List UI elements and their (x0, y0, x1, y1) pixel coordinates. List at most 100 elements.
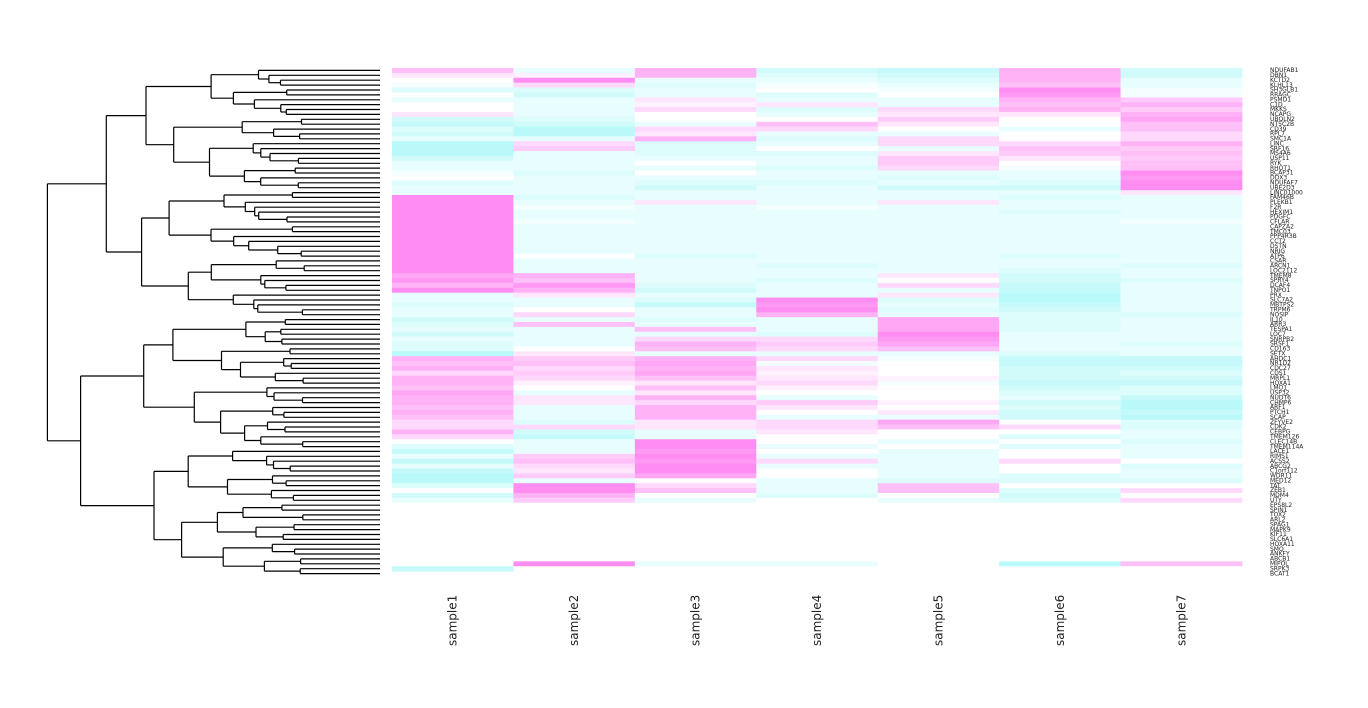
heatmap-cell (513, 107, 636, 113)
heatmap-cell (634, 214, 757, 220)
heatmap-cell (999, 87, 1121, 93)
heatmap-cell (392, 556, 514, 562)
heatmap-cell (999, 331, 1121, 338)
heatmap-cell (634, 546, 757, 552)
heatmap-cell (634, 219, 757, 225)
gene-label: TAT (1269, 482, 1281, 489)
heatmap-cell (999, 322, 1121, 328)
heatmap-cell (634, 502, 757, 509)
heatmap-cell (877, 97, 1000, 103)
heatmap-cell (999, 351, 1121, 357)
gene-label: TRPM6 (1269, 307, 1291, 314)
heatmap-cell (999, 356, 1121, 362)
gene-label: PSMD1 (1270, 96, 1291, 103)
heatmap-cell (756, 136, 879, 142)
heatmap-cell (634, 463, 757, 469)
heatmap-cell (999, 405, 1121, 411)
heatmap-cell (756, 566, 879, 572)
heatmap-cell (392, 141, 514, 147)
heatmap-cell (513, 449, 636, 455)
heatmap-cell (513, 444, 636, 450)
heatmap-cell (513, 365, 636, 372)
heatmap-cell (513, 97, 636, 103)
heatmap-cell (392, 326, 514, 333)
heatmap-cell (999, 375, 1121, 382)
heatmap-cell (1120, 483, 1243, 489)
heatmap-cell (392, 536, 514, 543)
heatmap-cell (392, 414, 514, 421)
heatmap-cell (756, 190, 879, 196)
heatmap-cell (1120, 375, 1243, 382)
heatmap-cell (999, 444, 1121, 450)
heatmap-cell (999, 453, 1121, 460)
heatmap-cell (634, 527, 757, 533)
heatmap-cell (756, 502, 879, 509)
heatmap-cell (1120, 190, 1243, 196)
heatmap-cell (513, 492, 636, 499)
heatmap-cell (634, 77, 757, 84)
gene-label: NRIG (1270, 248, 1285, 255)
gene-label: USP32 (1270, 390, 1290, 397)
heatmap-cell (513, 146, 636, 152)
heatmap-cell (756, 155, 879, 162)
heatmap-cell (634, 141, 757, 147)
heatmap-cell (392, 517, 514, 523)
heatmap-cell (877, 556, 1000, 562)
heatmap-cell (877, 536, 1000, 543)
heatmap-cell (877, 263, 1000, 269)
heatmap-cell (756, 102, 879, 108)
heatmap-cell (1120, 278, 1243, 284)
heatmap-cell (1120, 356, 1243, 362)
gene-label: C1orf112 (1270, 468, 1298, 475)
heatmap-cell (756, 453, 879, 460)
heatmap-cell (756, 409, 879, 416)
gene-label: NOSIP (1270, 311, 1289, 318)
heatmap-cell (999, 204, 1121, 211)
heatmap-cell (513, 551, 636, 557)
heatmap-cell (999, 546, 1121, 552)
heatmap-cell (756, 111, 879, 118)
heatmap-cell (756, 419, 879, 425)
heatmap-cell (513, 405, 636, 411)
heatmap-cell (392, 483, 514, 489)
heatmap-cell (999, 165, 1121, 171)
heatmap-cell (877, 507, 1000, 513)
heatmap-cell (513, 424, 636, 430)
heatmap-cell (634, 390, 757, 396)
heatmap-cell (999, 556, 1121, 562)
heatmap-cell (513, 326, 636, 333)
heatmap-cell (513, 409, 636, 416)
heatmap-cell (756, 204, 879, 211)
heatmap-cell (1120, 341, 1243, 347)
heatmap-cell (877, 497, 1000, 504)
heatmap-cell (634, 204, 757, 211)
heatmap-cell (877, 429, 1000, 435)
heatmap-cell (392, 180, 514, 186)
heatmap-cell (1120, 527, 1243, 533)
heatmap-cell (392, 214, 514, 220)
heatmap-cell (513, 199, 636, 206)
heatmap-cell (877, 405, 1000, 411)
heatmap-cell (392, 522, 514, 528)
gene-label: SRSF1 (1270, 341, 1289, 348)
gene-label: LMO1 (1270, 385, 1287, 392)
heatmap-cell (1120, 146, 1243, 152)
heatmap-cell (513, 170, 636, 176)
heatmap-cell (877, 463, 1000, 469)
heatmap-cell (877, 151, 1000, 157)
heatmap-cell (877, 409, 1000, 416)
heatmap-cell (877, 82, 1000, 88)
gene-label: MAPK9 (1270, 526, 1291, 533)
heatmap-cell (513, 180, 636, 186)
heatmap-cell (999, 517, 1121, 523)
heatmap-cell (877, 292, 1000, 298)
heatmap-cell (1120, 214, 1243, 220)
heatmap-cell (877, 68, 1000, 74)
heatmap-cell (999, 224, 1121, 230)
heatmap-cell (513, 375, 636, 382)
gene-label: MED12 (1270, 477, 1291, 484)
gene-label: SCAP (1270, 414, 1286, 421)
heatmap-cell (634, 551, 757, 557)
heatmap-cell (634, 282, 757, 289)
heatmap-cell (513, 527, 636, 533)
